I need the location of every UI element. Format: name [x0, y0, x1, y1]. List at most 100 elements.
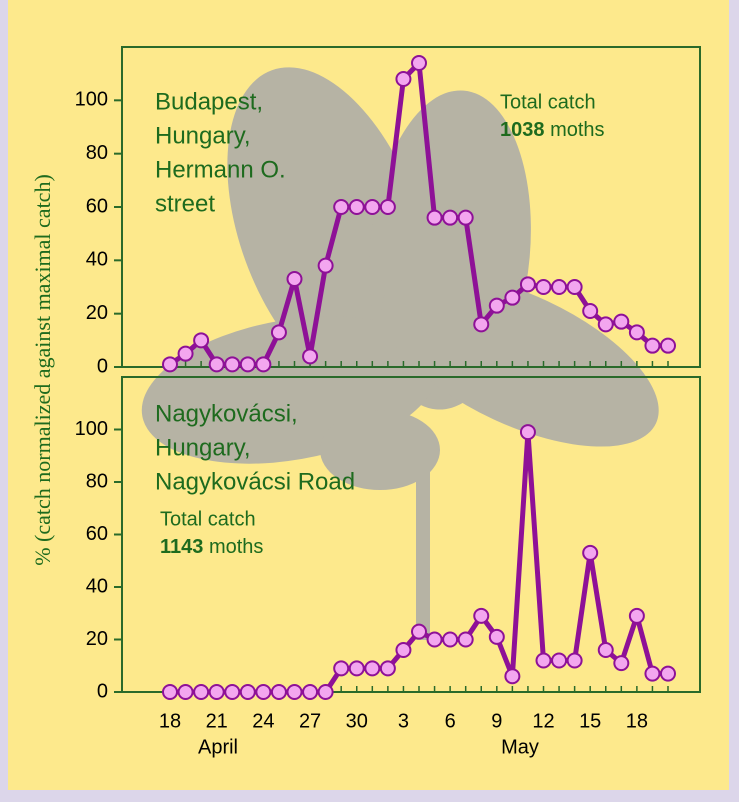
data-point [381, 200, 395, 214]
data-point [568, 280, 582, 294]
data-point [505, 669, 519, 683]
y-tick-label: 0 [97, 680, 108, 702]
data-point [334, 661, 348, 675]
chart: % (catch normalized against maximal catc… [0, 0, 739, 802]
panel-title-line: Nagykovácsi, [155, 400, 298, 427]
data-point [474, 609, 488, 623]
x-tick-label: 3 [398, 710, 409, 732]
x-tick-label: 21 [206, 710, 228, 732]
data-point [365, 200, 379, 214]
month-label: April [198, 736, 238, 758]
data-point [443, 211, 457, 225]
data-point [583, 304, 597, 318]
data-point [319, 259, 333, 273]
data-point [474, 317, 488, 331]
data-point [288, 272, 302, 286]
y-tick-label: 100 [75, 89, 108, 111]
y-tick-label: 40 [86, 575, 108, 597]
data-point [319, 685, 333, 699]
x-tick-label: 18 [626, 710, 648, 732]
data-point [241, 685, 255, 699]
data-point [350, 661, 364, 675]
data-point [365, 661, 379, 675]
data-point [272, 685, 286, 699]
data-point [459, 211, 473, 225]
data-point [645, 339, 659, 353]
data-point [163, 357, 177, 371]
data-point [412, 625, 426, 639]
data-point [568, 654, 582, 668]
panel-title-line: street [155, 190, 215, 217]
data-point [630, 609, 644, 623]
data-point [288, 685, 302, 699]
data-point [225, 685, 239, 699]
data-point [630, 325, 644, 339]
data-point [537, 280, 551, 294]
x-tick-label: 15 [579, 710, 601, 732]
data-point [599, 317, 613, 331]
y-tick-label: 60 [86, 523, 108, 545]
x-tick-label: 27 [299, 710, 321, 732]
data-point [225, 357, 239, 371]
y-tick-label: 60 [86, 195, 108, 217]
total-line: 1143 moths [160, 536, 263, 558]
x-tick-label: 12 [532, 710, 554, 732]
total-unit: moths [550, 119, 604, 141]
y-tick-label: 80 [86, 142, 108, 164]
data-point [350, 200, 364, 214]
data-point [537, 654, 551, 668]
y-tick-label: 20 [86, 628, 108, 650]
data-point [412, 56, 426, 70]
data-point [396, 72, 410, 86]
total-unit: moths [209, 536, 263, 558]
panel-title-line: Hermann O. [155, 156, 286, 183]
data-point [459, 633, 473, 647]
panel-title-line: Hungary, [155, 122, 251, 149]
data-point [505, 291, 519, 305]
y-tick-label: 100 [75, 418, 108, 440]
data-point [334, 200, 348, 214]
data-point [303, 349, 317, 363]
data-point [552, 280, 566, 294]
y-tick-label: 80 [86, 470, 108, 492]
data-point [661, 667, 675, 681]
x-tick-label: 24 [252, 710, 274, 732]
data-point [396, 643, 410, 657]
data-point [428, 633, 442, 647]
data-point [210, 685, 224, 699]
x-tick-label: 6 [445, 710, 456, 732]
data-point [163, 685, 177, 699]
data-point [661, 339, 675, 353]
total-label: Total catch [500, 91, 596, 113]
data-point [256, 357, 270, 371]
panel-title-line: Hungary, [155, 434, 251, 461]
data-point [428, 211, 442, 225]
data-point [645, 667, 659, 681]
page: {"chart_data": {"type": "line", "ylabel"… [0, 0, 739, 802]
x-tick-label: 9 [491, 710, 502, 732]
data-point [490, 630, 504, 644]
data-point [179, 347, 193, 361]
data-point [614, 656, 628, 670]
data-point [552, 654, 566, 668]
total-value: 1143 [160, 536, 203, 558]
y-tick-label: 0 [97, 355, 108, 377]
x-tick-label: 18 [159, 710, 181, 732]
data-point [599, 643, 613, 657]
data-point [179, 685, 193, 699]
data-point [614, 315, 628, 329]
total-value: 1038 [500, 119, 545, 141]
data-point [272, 325, 286, 339]
x-tick-label: 30 [346, 710, 368, 732]
y-axis-label: % (catch normalized against maximal catc… [30, 174, 55, 566]
data-point [256, 685, 270, 699]
data-point [303, 685, 317, 699]
y-tick-label: 40 [86, 249, 108, 271]
data-point [241, 357, 255, 371]
y-tick-label: 20 [86, 302, 108, 324]
data-point [490, 299, 504, 313]
panel-title-line: Nagykovácsi Road [155, 468, 355, 495]
data-point [194, 685, 208, 699]
panel-title-line: Budapest, [155, 88, 263, 115]
month-label: May [501, 736, 539, 758]
